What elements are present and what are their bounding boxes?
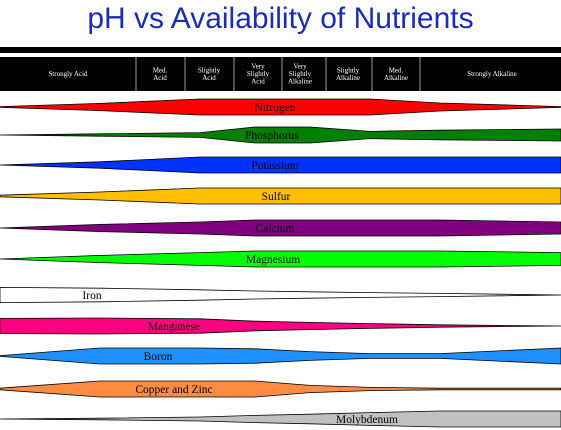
band-label: Molybdenum xyxy=(336,414,398,426)
band-label: Magnesium xyxy=(246,254,300,266)
band-shape xyxy=(0,98,561,116)
header-column-label: Alkaline xyxy=(384,74,408,82)
band-label: Nitrogen xyxy=(255,102,296,114)
band-label: Iron xyxy=(82,290,101,302)
header-column-label: Acid xyxy=(202,74,216,82)
header-column-label: Slightly xyxy=(289,70,312,78)
nutrient-band-magnesium: Magnesium xyxy=(0,250,561,268)
band-shape xyxy=(0,219,561,237)
band-label: Phosphorus xyxy=(245,130,299,142)
nutrient-band-calcium: Calcium xyxy=(0,219,561,237)
nutrient-band-potassium: Potassium xyxy=(0,156,561,174)
header-column-label: Strongly Alkaline xyxy=(467,70,517,78)
band-label: Sulfur xyxy=(262,191,291,203)
band-shape xyxy=(0,187,561,205)
nutrient-bands: Nitrogen Phosphorus Potassium Sulfur Calcium… xyxy=(0,98,561,428)
header-column-label: Slightly xyxy=(247,70,270,78)
nutrient-band-boron: Boron xyxy=(0,347,561,365)
nutrient-band-copper-and-zinc: Copper and Zinc xyxy=(0,380,561,398)
band-shape xyxy=(0,317,561,335)
header-column-label: Slightly xyxy=(198,66,221,74)
header-column-label: Acid xyxy=(153,74,167,82)
chart-title: pH vs Availability of Nutrients xyxy=(87,2,474,35)
header-column-label: Very xyxy=(251,63,265,71)
band-label: Potassium xyxy=(251,160,298,172)
ph-scale-header: Strongly Acid Med.AcidSlightlyAcidVerySli… xyxy=(0,47,561,91)
band-label: Calcium xyxy=(256,223,295,235)
header-column-label: Med. xyxy=(153,66,168,74)
header-column-label: Alkaline xyxy=(336,74,360,82)
band-shape xyxy=(0,380,561,398)
header-column-label: Slightly xyxy=(337,66,360,74)
nutrient-band-manganese: Manganese xyxy=(0,317,561,335)
header-column-label: Alkaline xyxy=(288,78,312,86)
band-shape xyxy=(0,126,561,144)
band-shape xyxy=(0,156,561,174)
nutrient-band-phosphorus: Phosphorus xyxy=(0,126,561,144)
header-column-label: Very xyxy=(293,63,307,71)
header-bar xyxy=(0,57,561,91)
header-column-label: Med. xyxy=(389,66,404,74)
band-label: Copper and Zinc xyxy=(135,384,212,396)
header-column-label: Acid xyxy=(251,78,265,86)
band-shape xyxy=(0,286,561,304)
nutrient-band-iron: Iron xyxy=(0,286,561,304)
header-top-rule xyxy=(0,47,561,53)
header-column-label: Strongly Acid xyxy=(48,70,88,78)
nutrient-band-sulfur: Sulfur xyxy=(0,187,561,205)
nutrient-band-molybdenum: Molybdenum xyxy=(0,410,561,428)
band-label: Manganese xyxy=(148,321,200,333)
band-shape xyxy=(0,410,561,428)
band-shape xyxy=(0,347,561,365)
band-label: Boron xyxy=(144,351,173,363)
nutrient-band-nitrogen: Nitrogen xyxy=(0,98,561,116)
band-shape xyxy=(0,250,561,268)
